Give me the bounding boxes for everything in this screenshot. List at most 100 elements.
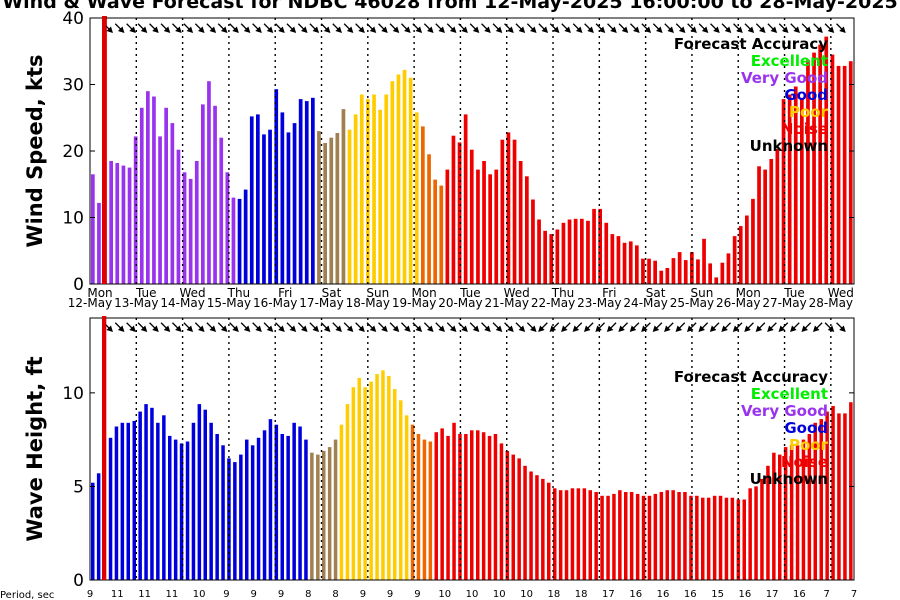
bar (121, 165, 126, 284)
bar (168, 435, 172, 580)
bar (470, 430, 474, 580)
arrow-head (392, 325, 400, 332)
direction-arrow (412, 23, 423, 33)
arrow-head (755, 325, 763, 332)
arrow-head (186, 325, 194, 332)
direction-arrow (366, 322, 377, 332)
direction-arrow (481, 23, 491, 33)
bar (769, 159, 774, 284)
bar (677, 492, 681, 580)
bar (512, 139, 517, 284)
direction-arrow (744, 23, 755, 33)
bar (659, 270, 664, 284)
bar (219, 137, 224, 284)
period-value: 7 (824, 589, 830, 600)
bar (558, 490, 563, 580)
arrow-head (255, 26, 262, 33)
arrow-head (552, 26, 560, 33)
direction-arrow (435, 322, 445, 332)
arrow-head (816, 26, 823, 33)
arrow-head (243, 325, 251, 332)
arrow-head (572, 325, 580, 332)
period-value: 9 (360, 589, 366, 600)
bar (138, 411, 142, 580)
direction-arrow (160, 23, 171, 33)
arrow-head (323, 325, 331, 332)
direction-arrow (698, 322, 709, 332)
bar (357, 377, 361, 580)
bar (783, 447, 788, 580)
day-name: Sat (322, 286, 342, 300)
bar (268, 419, 273, 580)
bar (329, 137, 334, 284)
bar (818, 44, 822, 284)
direction-arrow (435, 23, 445, 33)
y-tick-label: 40 (62, 9, 84, 29)
legend-item: Good (784, 419, 828, 437)
bar (146, 91, 150, 284)
y-tick-label: 10 (62, 209, 84, 229)
direction-arrow (412, 322, 423, 332)
arrow-head (575, 26, 583, 33)
direction-arrow (733, 23, 743, 33)
direction-arrow (217, 322, 228, 332)
day-date: 17-May (299, 296, 343, 310)
arrow-head (427, 26, 434, 33)
y-tick-label: 30 (62, 76, 84, 96)
arrow-head (549, 325, 557, 332)
arrow-head (301, 325, 308, 332)
direction-arrow (320, 23, 331, 33)
bar (525, 176, 529, 284)
arrow-head (472, 26, 480, 33)
direction-arrow (378, 322, 388, 332)
bar (754, 486, 758, 580)
bar (387, 376, 391, 580)
day-date: 26-May (716, 296, 760, 310)
y-axis-label: Wind Speed, kts (23, 54, 47, 247)
arrow-head (793, 26, 800, 33)
bar (231, 197, 236, 284)
bar (152, 96, 156, 284)
bar (482, 161, 486, 284)
direction-arrow (389, 322, 400, 332)
period-value: 11 (166, 589, 179, 600)
bar (274, 424, 279, 580)
bar (748, 488, 752, 580)
direction-arrow (549, 322, 560, 332)
bar (547, 482, 551, 580)
arrow-head (538, 325, 545, 332)
period-value: 9 (414, 589, 420, 600)
bar (399, 400, 403, 580)
direction-arrow (515, 322, 526, 332)
bar (427, 154, 431, 284)
y-tick-label: 5 (73, 477, 84, 497)
arrow-head (140, 325, 148, 332)
bar (404, 415, 409, 580)
direction-arrow (423, 23, 434, 33)
direction-arrow (721, 322, 732, 332)
period-value: 8 (332, 589, 338, 600)
bar (476, 169, 480, 284)
arrow-head (629, 325, 637, 332)
direction-arrow (755, 23, 766, 33)
period-value: 18 (548, 589, 561, 600)
bar (322, 450, 326, 580)
bar (531, 199, 535, 284)
bar (824, 36, 829, 284)
legend-item: Poor (789, 103, 829, 121)
direction-arrow (137, 322, 148, 332)
bar (500, 139, 505, 284)
bar (795, 445, 800, 580)
direction-arrow (606, 322, 617, 332)
bar (604, 222, 609, 284)
direction-arrow (652, 23, 663, 33)
arrow-head (484, 26, 491, 33)
bar (616, 236, 621, 284)
arrow-head (335, 26, 342, 33)
direction-arrow (836, 23, 846, 33)
bar (335, 133, 340, 284)
direction-arrow (641, 23, 652, 33)
arrow-head (232, 325, 239, 332)
bar (600, 495, 604, 580)
